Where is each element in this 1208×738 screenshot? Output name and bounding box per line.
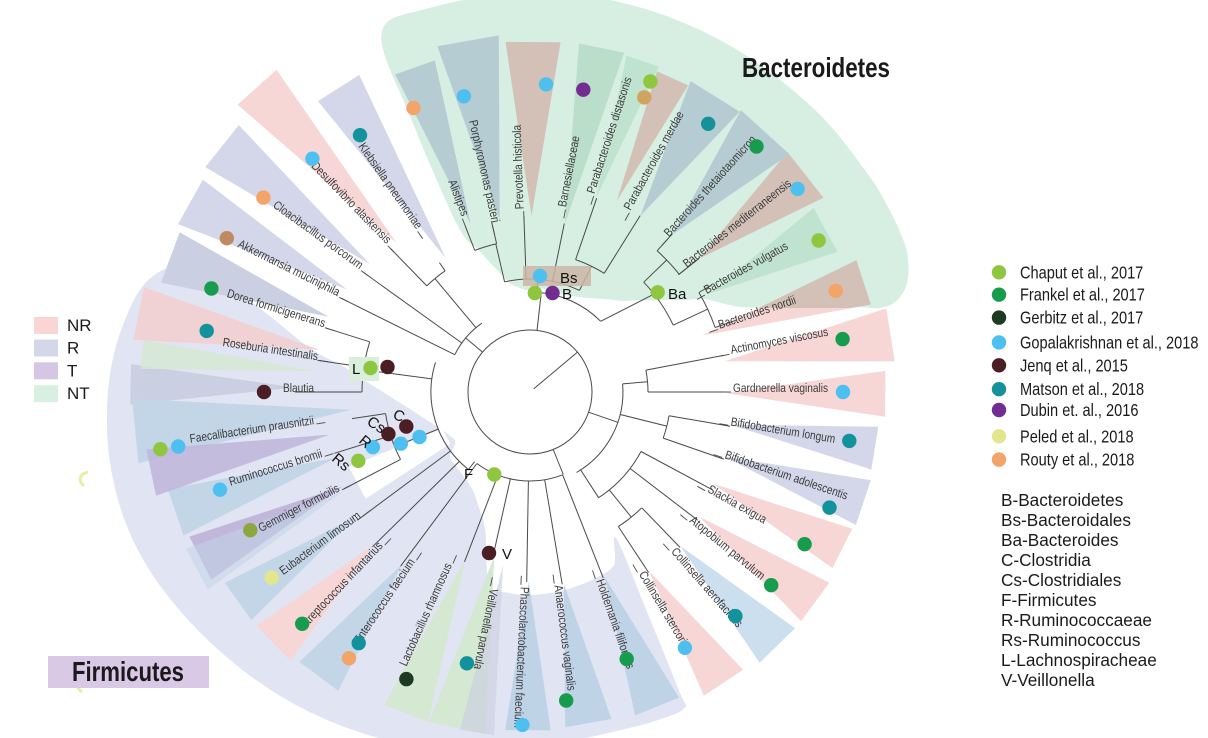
svg-text:Gerbitz et al., 2017: Gerbitz et al., 2017: [1020, 308, 1143, 328]
svg-text:F: F: [464, 466, 473, 483]
svg-text:R-Ruminococcaeae: R-Ruminococcaeae: [1001, 610, 1152, 630]
svg-text:L: L: [352, 361, 360, 378]
svg-text:T: T: [67, 361, 77, 380]
svg-text:Prevotella histicola: Prevotella histicola: [510, 124, 527, 209]
svg-text:Bacteroidetes: Bacteroidetes: [742, 52, 890, 83]
svg-text:B: B: [562, 286, 572, 303]
svg-text:Ba-Bacteroides: Ba-Bacteroides: [1001, 530, 1119, 550]
svg-text:Jenq et al., 2015: Jenq et al., 2015: [1020, 355, 1128, 375]
svg-text:Blautia: Blautia: [283, 381, 314, 395]
svg-text:V-Veillonella: V-Veillonella: [1001, 670, 1095, 690]
svg-text:V: V: [502, 546, 512, 563]
svg-text:Frankel et al., 2017: Frankel et al., 2017: [1020, 285, 1145, 305]
svg-text:Cs-Clostridiales: Cs-Clostridiales: [1001, 570, 1121, 590]
svg-text:Matson et al., 2018: Matson et al., 2018: [1020, 379, 1144, 399]
svg-text:Bs: Bs: [560, 270, 578, 287]
svg-text:Rs-Ruminococcus: Rs-Ruminococcus: [1001, 630, 1140, 650]
svg-text:B-Bacteroidetes: B-Bacteroidetes: [1001, 490, 1123, 510]
svg-text:Gopalakrishnan et al., 2018: Gopalakrishnan et al., 2018: [1020, 332, 1199, 352]
svg-text:Firmicutes: Firmicutes: [72, 656, 184, 687]
svg-text:Gardnerella vaginalis: Gardnerella vaginalis: [733, 381, 828, 395]
svg-text:NR: NR: [67, 316, 92, 335]
svg-text:F-Firmicutes: F-Firmicutes: [1001, 590, 1096, 610]
svg-text:NT: NT: [67, 384, 90, 403]
svg-text:C-Clostridia: C-Clostridia: [1001, 550, 1091, 570]
svg-text:R: R: [67, 339, 79, 358]
svg-text:Dubin et. al., 2016: Dubin et. al., 2016: [1020, 400, 1139, 420]
svg-text:Phascolarctobacterium faecium: Phascolarctobacterium faecium: [511, 587, 532, 729]
svg-text:Peled et al., 2018: Peled et al., 2018: [1020, 426, 1134, 446]
svg-text:Bs-Bacteroidales: Bs-Bacteroidales: [1001, 510, 1131, 530]
svg-text:Ba: Ba: [668, 286, 687, 303]
svg-text:Routy et al., 2018: Routy et al., 2018: [1020, 450, 1134, 470]
svg-text:L-Lachnospiracheae: L-Lachnospiracheae: [1001, 650, 1157, 670]
svg-text:Chaput et al., 2017: Chaput et al., 2017: [1020, 262, 1143, 282]
